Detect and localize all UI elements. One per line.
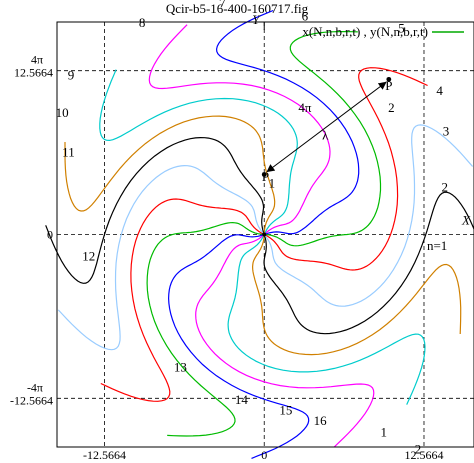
curve-label-10: 11 — [62, 144, 75, 159]
curve-label-17: 2 — [415, 442, 422, 457]
series-line-9 — [100, 198, 265, 402]
curve-label-8: 9 — [68, 67, 75, 82]
x-axis-label: X — [461, 213, 471, 228]
series-line-5 — [99, 69, 298, 235]
curve-label-4: 5 — [398, 20, 405, 35]
point-P2 — [386, 76, 392, 82]
curve-label-2: 3 — [443, 123, 450, 138]
series-line-15 — [263, 191, 474, 335]
y-tick-label-1: 0 — [47, 228, 53, 242]
legend-label: x(N,n,b,r,t) , y(N,n,b,r,t) — [302, 24, 428, 39]
curve-label-12: 13 — [174, 359, 187, 374]
curve-label-5: 6 — [302, 9, 309, 24]
x-tick-label-2: 12.5664 — [404, 448, 443, 462]
point-P1 — [261, 172, 267, 177]
series-line-12 — [195, 234, 375, 448]
series-line-6 — [64, 115, 276, 235]
curve-label-0: n=1 — [427, 238, 447, 253]
y-tick-label2-2: -4π — [27, 380, 43, 394]
series-line-8 — [57, 164, 265, 351]
y-tick-label-2: -12.5664 — [10, 393, 53, 407]
origin-point — [262, 232, 267, 237]
series-line-13 — [227, 234, 426, 405]
annotation-0: 4π — [298, 100, 312, 115]
series-line-16 — [263, 124, 474, 307]
axis-tick-labels: -12.5664-4π012.56644π12.56644π0-12.5664-… — [10, 53, 443, 463]
x-tick-label2-2: 4π — [418, 460, 430, 463]
series-line-11 — [167, 233, 310, 459]
curve-label-3: 4 — [436, 83, 443, 98]
curve-label-13: 14 — [235, 392, 249, 407]
curve-label-1: 2 — [442, 179, 449, 194]
series-line-14 — [251, 234, 462, 356]
series-line-1 — [263, 67, 428, 271]
curve-label-9: 10 — [56, 105, 69, 120]
plot-frame — [56, 21, 474, 448]
x-tick-label-1: 0 — [261, 448, 267, 462]
annotation-4: P — [385, 78, 392, 93]
curve-label-14: 15 — [279, 402, 292, 417]
annotation-5: 2 — [388, 100, 395, 115]
annotation-1: λ — [322, 127, 329, 142]
plot-border — [56, 21, 474, 448]
y-tick-label2-0: 4π — [31, 53, 43, 67]
annotation-2: P — [262, 169, 269, 184]
series-line-7 — [45, 136, 265, 284]
y-axis-label: Y — [252, 12, 261, 27]
series-line-4 — [148, 24, 331, 235]
series-line-3 — [215, 9, 360, 236]
legend: x(N,n,b,r,t) , y(N,n,b,r,t) — [302, 24, 464, 39]
chart-title: Qcir-b5-16-400-160717.fig — [166, 1, 309, 16]
curve-label-16: 1 — [380, 425, 387, 440]
curve-label-6: 7 — [219, 0, 226, 11]
y-tick-label-0: 12.5664 — [14, 66, 53, 80]
curve-label-7: 8 — [139, 15, 146, 30]
curve-label-15: 16 — [314, 413, 328, 428]
curve-label-11: 12 — [82, 249, 95, 264]
annotation-3: 1 — [269, 176, 276, 191]
x-tick-label-0: -12.5664 — [83, 448, 126, 462]
x-tick-label2-0: -4π — [96, 460, 112, 463]
wavelength-arrow — [266, 81, 387, 173]
series-line-2 — [264, 31, 382, 247]
series-line-10 — [146, 221, 265, 437]
